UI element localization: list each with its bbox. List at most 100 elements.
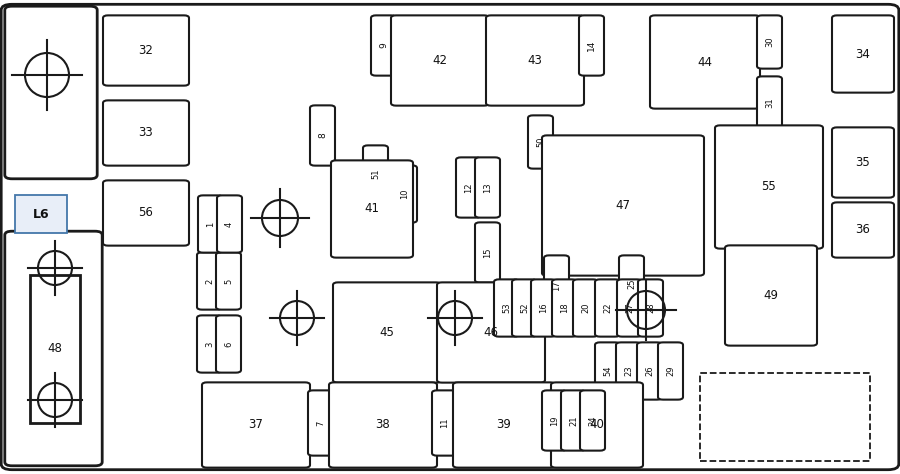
- FancyBboxPatch shape: [638, 279, 663, 337]
- Text: 8: 8: [318, 133, 327, 138]
- FancyBboxPatch shape: [363, 146, 388, 202]
- FancyBboxPatch shape: [579, 15, 604, 76]
- FancyBboxPatch shape: [197, 252, 222, 310]
- Text: 54: 54: [603, 366, 612, 376]
- Text: 22: 22: [603, 303, 612, 313]
- Text: 51: 51: [371, 169, 380, 179]
- Text: 2: 2: [205, 278, 214, 283]
- Text: 37: 37: [248, 419, 264, 431]
- FancyBboxPatch shape: [725, 246, 817, 346]
- FancyBboxPatch shape: [308, 391, 333, 456]
- Text: 31: 31: [765, 98, 774, 109]
- FancyBboxPatch shape: [757, 15, 782, 69]
- FancyBboxPatch shape: [573, 279, 598, 337]
- FancyBboxPatch shape: [595, 279, 620, 337]
- Text: 30: 30: [765, 36, 774, 47]
- Text: 42: 42: [433, 54, 447, 67]
- FancyBboxPatch shape: [715, 125, 823, 249]
- Bar: [15, 195, 67, 233]
- Text: 25: 25: [627, 279, 636, 289]
- FancyBboxPatch shape: [619, 255, 644, 313]
- FancyBboxPatch shape: [4, 231, 103, 466]
- Text: 40: 40: [590, 419, 605, 431]
- Text: 7: 7: [316, 420, 325, 426]
- Text: 17: 17: [552, 280, 561, 291]
- FancyBboxPatch shape: [329, 383, 437, 468]
- FancyBboxPatch shape: [456, 157, 481, 218]
- Text: 45: 45: [380, 326, 394, 339]
- Text: 11: 11: [440, 418, 449, 428]
- Text: 39: 39: [497, 419, 511, 431]
- FancyBboxPatch shape: [595, 342, 620, 400]
- FancyBboxPatch shape: [658, 342, 683, 400]
- Text: 18: 18: [560, 303, 569, 313]
- Text: 34: 34: [856, 47, 870, 61]
- FancyBboxPatch shape: [832, 128, 894, 198]
- FancyBboxPatch shape: [531, 279, 556, 337]
- Text: 48: 48: [48, 343, 62, 356]
- Text: 26: 26: [645, 365, 654, 376]
- Text: 44: 44: [698, 55, 713, 69]
- FancyBboxPatch shape: [580, 391, 605, 451]
- Text: 6: 6: [224, 341, 233, 346]
- Text: 29: 29: [666, 366, 675, 376]
- FancyBboxPatch shape: [757, 76, 782, 129]
- FancyBboxPatch shape: [371, 15, 396, 76]
- FancyBboxPatch shape: [216, 315, 241, 373]
- Text: 52: 52: [520, 303, 529, 313]
- FancyBboxPatch shape: [475, 222, 500, 283]
- Text: 56: 56: [139, 207, 153, 219]
- Text: L6: L6: [32, 208, 50, 220]
- Text: 33: 33: [139, 127, 153, 139]
- Text: 50: 50: [536, 137, 545, 147]
- FancyBboxPatch shape: [616, 342, 641, 400]
- Text: 14: 14: [587, 40, 596, 51]
- Text: 47: 47: [616, 199, 631, 212]
- Text: 21: 21: [569, 415, 578, 426]
- FancyBboxPatch shape: [333, 283, 441, 383]
- FancyBboxPatch shape: [432, 391, 457, 456]
- FancyBboxPatch shape: [391, 15, 489, 106]
- Text: 32: 32: [139, 44, 153, 57]
- FancyBboxPatch shape: [197, 315, 222, 373]
- Text: 10: 10: [400, 189, 409, 199]
- Text: 53: 53: [502, 303, 511, 313]
- Text: 28: 28: [646, 303, 655, 313]
- Text: 20: 20: [581, 303, 590, 313]
- Text: 9: 9: [379, 43, 388, 48]
- FancyBboxPatch shape: [832, 15, 894, 92]
- Text: 5: 5: [224, 278, 233, 283]
- Text: 15: 15: [483, 247, 492, 258]
- FancyBboxPatch shape: [542, 391, 567, 451]
- FancyBboxPatch shape: [637, 342, 662, 400]
- Text: 12: 12: [464, 182, 473, 193]
- FancyBboxPatch shape: [542, 136, 704, 276]
- FancyBboxPatch shape: [4, 6, 97, 179]
- FancyBboxPatch shape: [437, 283, 545, 383]
- FancyBboxPatch shape: [331, 160, 413, 258]
- Text: 4: 4: [225, 221, 234, 227]
- FancyBboxPatch shape: [1, 4, 899, 470]
- FancyBboxPatch shape: [310, 105, 335, 165]
- FancyBboxPatch shape: [103, 15, 189, 86]
- FancyBboxPatch shape: [650, 15, 760, 109]
- FancyBboxPatch shape: [216, 252, 241, 310]
- FancyBboxPatch shape: [202, 383, 310, 468]
- FancyBboxPatch shape: [552, 279, 577, 337]
- FancyBboxPatch shape: [551, 383, 643, 468]
- Bar: [700, 373, 870, 461]
- FancyBboxPatch shape: [475, 157, 500, 218]
- FancyBboxPatch shape: [103, 181, 189, 246]
- FancyBboxPatch shape: [486, 15, 584, 106]
- FancyBboxPatch shape: [528, 115, 553, 169]
- Text: 46: 46: [483, 326, 499, 339]
- Text: 3: 3: [205, 341, 214, 346]
- Text: 49: 49: [763, 289, 778, 302]
- Text: 1: 1: [206, 221, 215, 227]
- FancyBboxPatch shape: [617, 279, 642, 337]
- FancyBboxPatch shape: [217, 195, 242, 253]
- Text: 36: 36: [856, 224, 870, 237]
- FancyBboxPatch shape: [512, 279, 537, 337]
- FancyBboxPatch shape: [198, 195, 223, 253]
- FancyBboxPatch shape: [561, 391, 586, 451]
